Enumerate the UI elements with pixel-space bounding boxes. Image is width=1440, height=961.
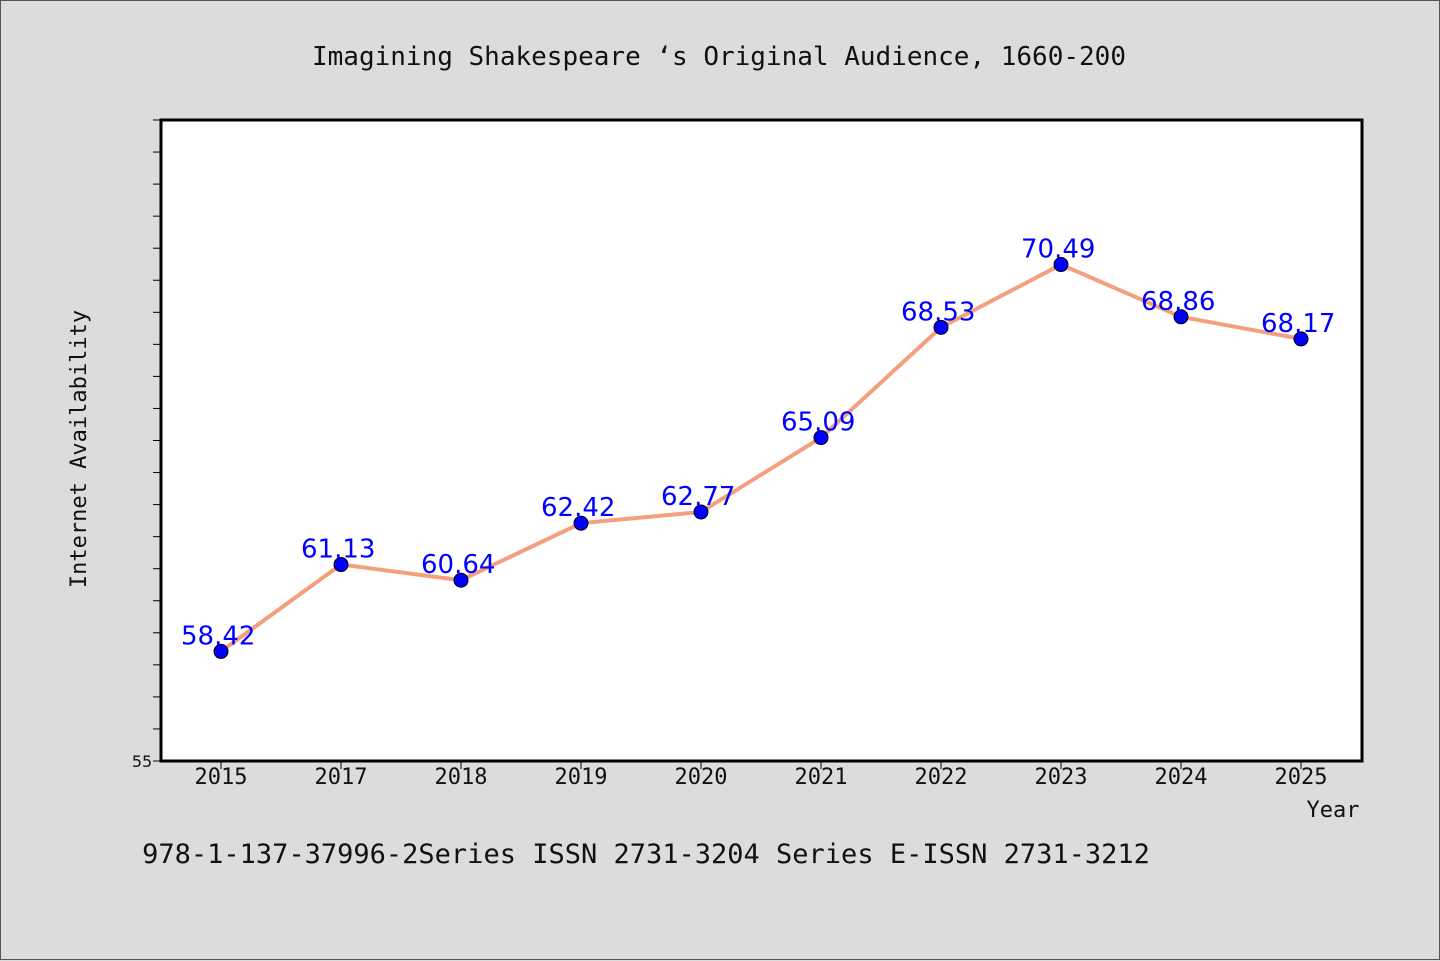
- chart-title: Imagining Shakespeare ‘s Original Audien…: [312, 42, 1126, 72]
- data-label: 68.53: [901, 297, 975, 327]
- data-point: [1173, 309, 1189, 325]
- data-label: 62.42: [541, 493, 615, 523]
- data-point: [1293, 331, 1309, 347]
- x-tick-label: 2015: [195, 765, 248, 790]
- y-axis-ticks: [153, 119, 161, 762]
- x-tick-label: 2019: [555, 765, 608, 790]
- data-label: 58.42: [181, 621, 255, 651]
- x-tick-label: 2024: [1155, 765, 1208, 790]
- plot-area: [159, 118, 1364, 763]
- x-tick-label: 2018: [435, 765, 488, 790]
- data-point: [933, 319, 949, 335]
- data-label: 61.13: [301, 535, 375, 565]
- data-point: [333, 557, 349, 573]
- data-point: [1053, 257, 1069, 273]
- data-label: 70.49: [1021, 235, 1095, 265]
- data-point: [453, 572, 469, 588]
- footer-text: 978-1-137-37996-2Series ISSN 2731-3204 S…: [142, 839, 1150, 870]
- y-axis-min-label: 55: [132, 752, 152, 771]
- series-markers: [213, 257, 1309, 659]
- x-tick-label: 2021: [795, 765, 848, 790]
- data-label: 62.77: [661, 482, 735, 512]
- x-axis-label: Year: [1307, 798, 1360, 823]
- x-axis-ticks: 2015 2017 2018 2019 2020 2021 2022 2023 2024 2025: [195, 761, 1328, 790]
- x-tick-label: 2017: [315, 765, 368, 790]
- data-label: 68.86: [1141, 287, 1215, 317]
- data-point: [693, 504, 709, 520]
- x-tick-label: 2022: [915, 765, 968, 790]
- data-label: 68.17: [1261, 309, 1335, 339]
- data-label: 65.09: [781, 408, 855, 438]
- series-line: [219, 262, 1302, 654]
- data-point: [213, 643, 229, 659]
- data-label: 60.64: [421, 550, 495, 580]
- data-point: [573, 515, 589, 531]
- x-tick-label: 2025: [1275, 765, 1328, 790]
- x-tick-label: 2023: [1035, 765, 1088, 790]
- y-axis-label: Internet Availability: [67, 310, 92, 588]
- x-tick-label: 2020: [675, 765, 728, 790]
- data-point: [813, 430, 829, 446]
- data-labels: 58.42 61.13 60.64 62.42 62.77 65.09 68.53 70.49…: [181, 235, 1335, 652]
